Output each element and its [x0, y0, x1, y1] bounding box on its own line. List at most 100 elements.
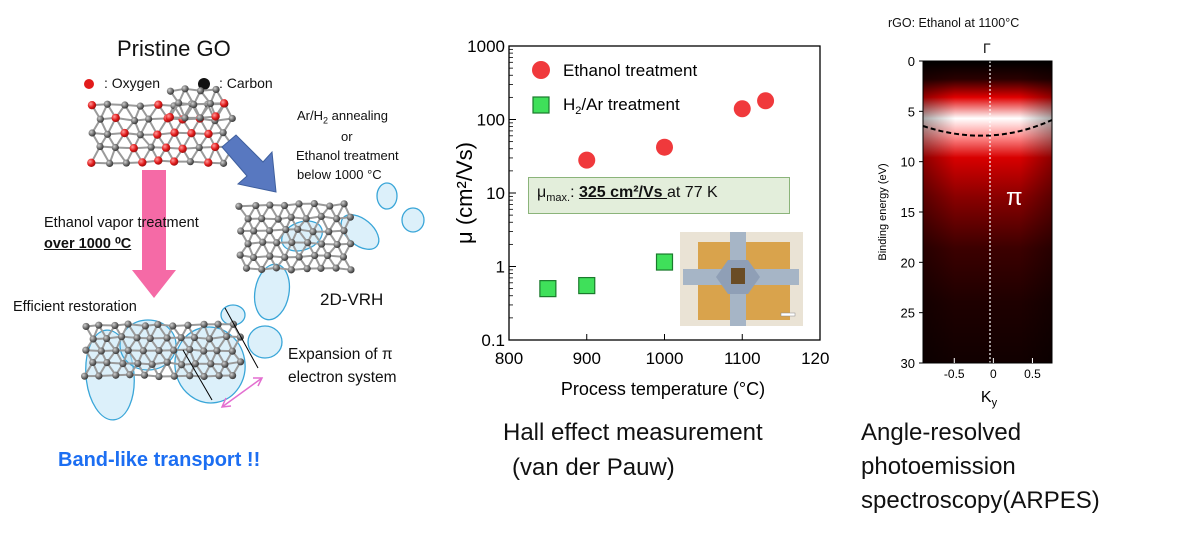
carbon-atom: [244, 240, 252, 248]
carbon-atom: [258, 265, 266, 274]
carbon-atom: [103, 334, 111, 343]
carbon-atom: [89, 335, 97, 343]
oxygen-legend-label: : Oxygen: [104, 75, 161, 91]
x-tick-label: 1100: [724, 349, 761, 368]
oxygen-atom: [178, 144, 187, 153]
carbon-atom: [249, 253, 258, 262]
carbon-atom: [181, 85, 189, 93]
carbon-atom: [82, 346, 90, 354]
carbon-atom: [126, 371, 134, 379]
mu-max-value: 325 cm²/Vs: [578, 184, 668, 201]
carbon-atom: [122, 159, 130, 167]
carbon-atom: [205, 335, 214, 343]
ethanol-data-point: [578, 151, 596, 169]
carbon-atom: [221, 360, 229, 368]
pristine-go-title: Pristine GO: [117, 36, 231, 61]
carbon-atom: [177, 361, 186, 369]
carbon-atom: [282, 225, 290, 234]
carbon-atom: [244, 215, 252, 223]
x-tick-label: 900: [573, 349, 601, 368]
carbon-atom: [274, 215, 282, 223]
mu-max-suffix: at 77 K: [667, 184, 718, 201]
blue-arrow: [221, 134, 277, 193]
carbon-atom: [136, 131, 144, 139]
carbon-atom: [88, 129, 96, 137]
mu-max-box: μmax.: 325 cm²/Vs at 77 K: [528, 177, 790, 214]
oxygen-atom: [87, 100, 97, 110]
pink-double-arrow: [220, 377, 264, 408]
carbon-atom: [124, 346, 132, 355]
aromatic-domain-ring: [247, 325, 283, 359]
oxygen-atom: [187, 129, 196, 138]
oxygen-atom: [211, 112, 220, 121]
anneal-text-a: Ar/H: [297, 108, 323, 123]
arpes-x-axis-title: Ky: [981, 389, 998, 409]
carbon-atom: [309, 228, 317, 236]
carbon-atom: [206, 99, 215, 108]
carbon-atom: [332, 264, 340, 272]
carbon-atom: [103, 130, 112, 138]
carbon-atom: [112, 371, 120, 379]
oxygen-atom: [111, 113, 120, 123]
carbon-atom: [191, 360, 199, 368]
arpes-caption-line2: photoemission: [861, 453, 1016, 480]
carbon-atom: [81, 372, 89, 380]
oxygen-atom: [204, 129, 213, 139]
carbon-atom: [326, 202, 334, 210]
oxygen-atom: [154, 100, 163, 109]
y-axis-title: μ (cm²/Vs): [452, 142, 477, 244]
arpes-y-tick-label: 5: [908, 104, 915, 119]
gamma-label: Γ: [983, 40, 991, 56]
arpes-plot: 0 5 10 15 20 25 30 -0.5 0 0.5 Binding energy (eV…: [877, 54, 1053, 409]
carbon-atom: [147, 143, 155, 151]
carbon-atom: [200, 320, 208, 328]
vrh-molecule: [235, 182, 425, 321]
carbon-atom: [186, 372, 194, 380]
legend-h2ar-label: H2/Ar treatment: [563, 95, 680, 117]
carbon-atom: [117, 333, 126, 341]
arpes-shading: [923, 61, 1052, 363]
x-tick-label: 1000: [646, 349, 684, 368]
carbon-atom: [95, 321, 103, 329]
carbon-atom: [339, 253, 348, 261]
carbon-atom: [136, 102, 144, 110]
anneal-text-sub: 2: [323, 115, 329, 126]
restoration-label: Efficient restoration: [13, 299, 137, 315]
oxygen-atom: [120, 128, 129, 138]
carbon-atom: [103, 100, 111, 108]
carbon-atom: [96, 142, 104, 151]
carbon-atom: [252, 201, 260, 210]
anneal-text-line2: or: [341, 129, 353, 144]
h2ar-data-point: [655, 253, 674, 271]
carbon-atom: [333, 240, 341, 249]
carbon-atom: [346, 240, 355, 248]
carbon-atom: [140, 371, 149, 379]
carbon-atom: [124, 320, 132, 328]
ethanol-data-point: [656, 138, 673, 156]
carbon-atom: [213, 347, 221, 355]
carbon-atom: [196, 87, 205, 95]
carbon-atom: [214, 320, 222, 328]
carbon-atom: [195, 143, 203, 152]
y-tick-label: 10: [486, 184, 505, 203]
arpes-title: rGO: Ethanol at 1100°C: [888, 16, 1020, 30]
guide-line-2: [224, 307, 259, 369]
oxygen-atom: [161, 143, 171, 152]
aromatic-domain-ring: [401, 207, 425, 233]
carbon-atom: [302, 215, 310, 223]
carbon-atom: [295, 200, 303, 208]
ethanol-data-point: [733, 100, 751, 118]
carbon-atom: [207, 360, 215, 368]
carbon-atom: [154, 320, 162, 329]
carbon-atom: [134, 359, 142, 368]
carbon-atom: [215, 372, 223, 380]
oxygen-atom: [169, 157, 179, 166]
y-tick-label: 0.1: [481, 331, 505, 350]
mu-max-sub: max.: [546, 192, 571, 205]
carbon-atom: [190, 100, 198, 109]
carbon-atom: [106, 159, 114, 168]
arpes-y-tick-label: 20: [901, 255, 915, 270]
restored-molecule: [81, 304, 283, 421]
carbon-atom: [325, 228, 333, 236]
